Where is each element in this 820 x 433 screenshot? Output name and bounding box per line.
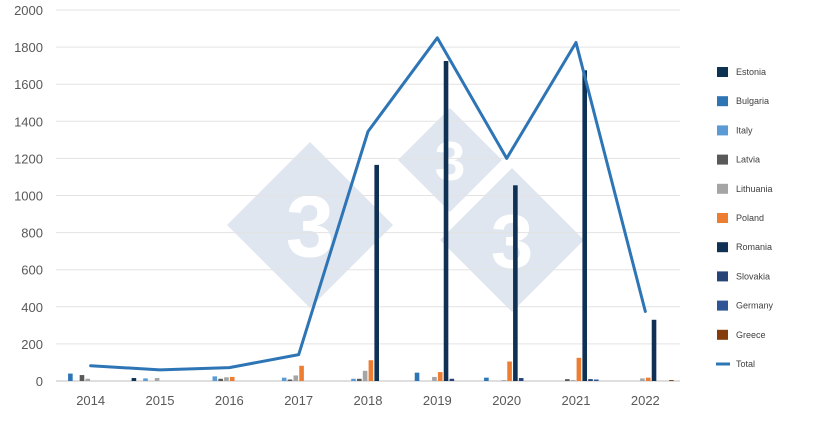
legend-label: Bulgaria [736,96,769,106]
bar-latvia [218,378,223,381]
x-tick-label: 2021 [562,393,591,408]
y-tick-label: 0 [36,374,43,389]
legend-label: Germany [736,301,774,311]
legend-swatch-bulgaria [717,96,728,107]
bar-romania [582,70,587,381]
watermark-diamond [440,168,584,312]
bar-romania [443,61,449,381]
bar-slovakia [588,379,593,381]
bar-poland [576,357,582,381]
legend-swatch-slovakia [717,271,728,282]
bar-poland [368,360,374,381]
legend-swatch-latvia [717,154,728,165]
legend-label: Romania [736,242,772,252]
y-tick-label: 1000 [14,189,43,204]
bar-romania [513,185,518,381]
bar-latvia [287,379,293,381]
legend-swatch-greece [717,329,728,340]
bar-poland [299,365,304,381]
legend-swatch-estonia [717,67,728,77]
watermark-glyph: 3 [286,179,334,276]
bar-italy [281,377,287,381]
x-tick-label: 2020 [492,393,521,408]
x-tick-label: 2014 [76,393,105,408]
bar-italy [212,376,218,381]
legend-swatch-poland [717,213,728,223]
bar-lithuania [501,380,507,381]
legend-label: Italy [736,125,753,135]
legend-label: Poland [736,213,764,223]
x-tick-label: 2018 [354,393,383,408]
bar-estonia [131,378,137,381]
bar-bulgaria [68,373,73,381]
y-tick-label: 200 [21,337,43,352]
bar-poland [229,376,235,381]
gridlines [56,9,680,382]
legend-swatch-italy [717,125,728,136]
watermark-glyph: 3 [435,130,466,192]
legend-swatch-germany [717,300,728,311]
legend-label: Estonia [736,67,766,77]
bar-lithuania [85,378,91,381]
x-axis-ticks: 2014 2015 2016 2017 2018 2019 2020 2021 2022 [76,393,660,408]
bar-lithuania [362,370,368,381]
total-line [89,36,647,372]
y-axis-ticks: 0 200 400 600 800 1000 1200 1400 1600 1800 2000 [14,3,43,389]
bar-lithuania [293,375,299,381]
legend-label: Slovakia [736,271,770,281]
x-tick-label: 2015 [146,393,175,408]
legend-label: Latvia [736,155,760,165]
y-tick-label: 1400 [14,114,43,129]
bar-poland [645,377,651,381]
bar-lithuania [570,380,576,381]
y-tick-label: 2000 [14,3,43,18]
bar-lithuania [154,378,160,381]
x-tick-label: 2016 [215,393,244,408]
bar-romania [651,319,657,381]
y-tick-label: 1600 [14,77,43,92]
legend-label: Greece [736,330,766,340]
bar-bulgaria [414,372,420,381]
y-tick-label: 800 [21,226,43,241]
y-tick-label: 1800 [14,40,43,55]
bar-poland [437,372,443,381]
bar-italy [143,378,148,381]
bar-latvia [79,375,85,381]
bar-slovakia [518,378,524,381]
bar-lithuania [432,376,437,381]
bar-romania [374,164,379,381]
bar-bulgaria [484,377,489,381]
bar-latvia [565,379,570,381]
y-tick-label: 400 [21,300,43,315]
bar-poland [507,361,512,381]
bar-lithuania [224,377,229,381]
legend-label: Lithuania [736,184,773,194]
x-tick-label: 2022 [631,393,660,408]
y-tick-label: 600 [21,263,43,278]
legend-swatch-romania [717,242,728,253]
legend-swatch-lithuania [717,183,728,194]
watermark-logo: 333 [227,108,584,312]
bar-germany [594,379,599,381]
x-tick-label: 2019 [423,393,452,408]
bar-latvia [357,378,362,381]
bar-italy [351,378,356,381]
watermark-diamond [398,108,502,212]
bar-slovakia [449,378,455,381]
y-tick-label: 1200 [14,151,43,166]
bar-greece [669,380,674,381]
watermark-glyph: 3 [491,199,533,284]
x-tick-label: 2017 [284,393,313,408]
bars [68,61,674,381]
bar-lithuania [640,378,645,381]
legend-label: Total [736,359,755,369]
legend: Estonia Bulgaria Italy Latvia Lithuania Polan… [716,67,774,369]
